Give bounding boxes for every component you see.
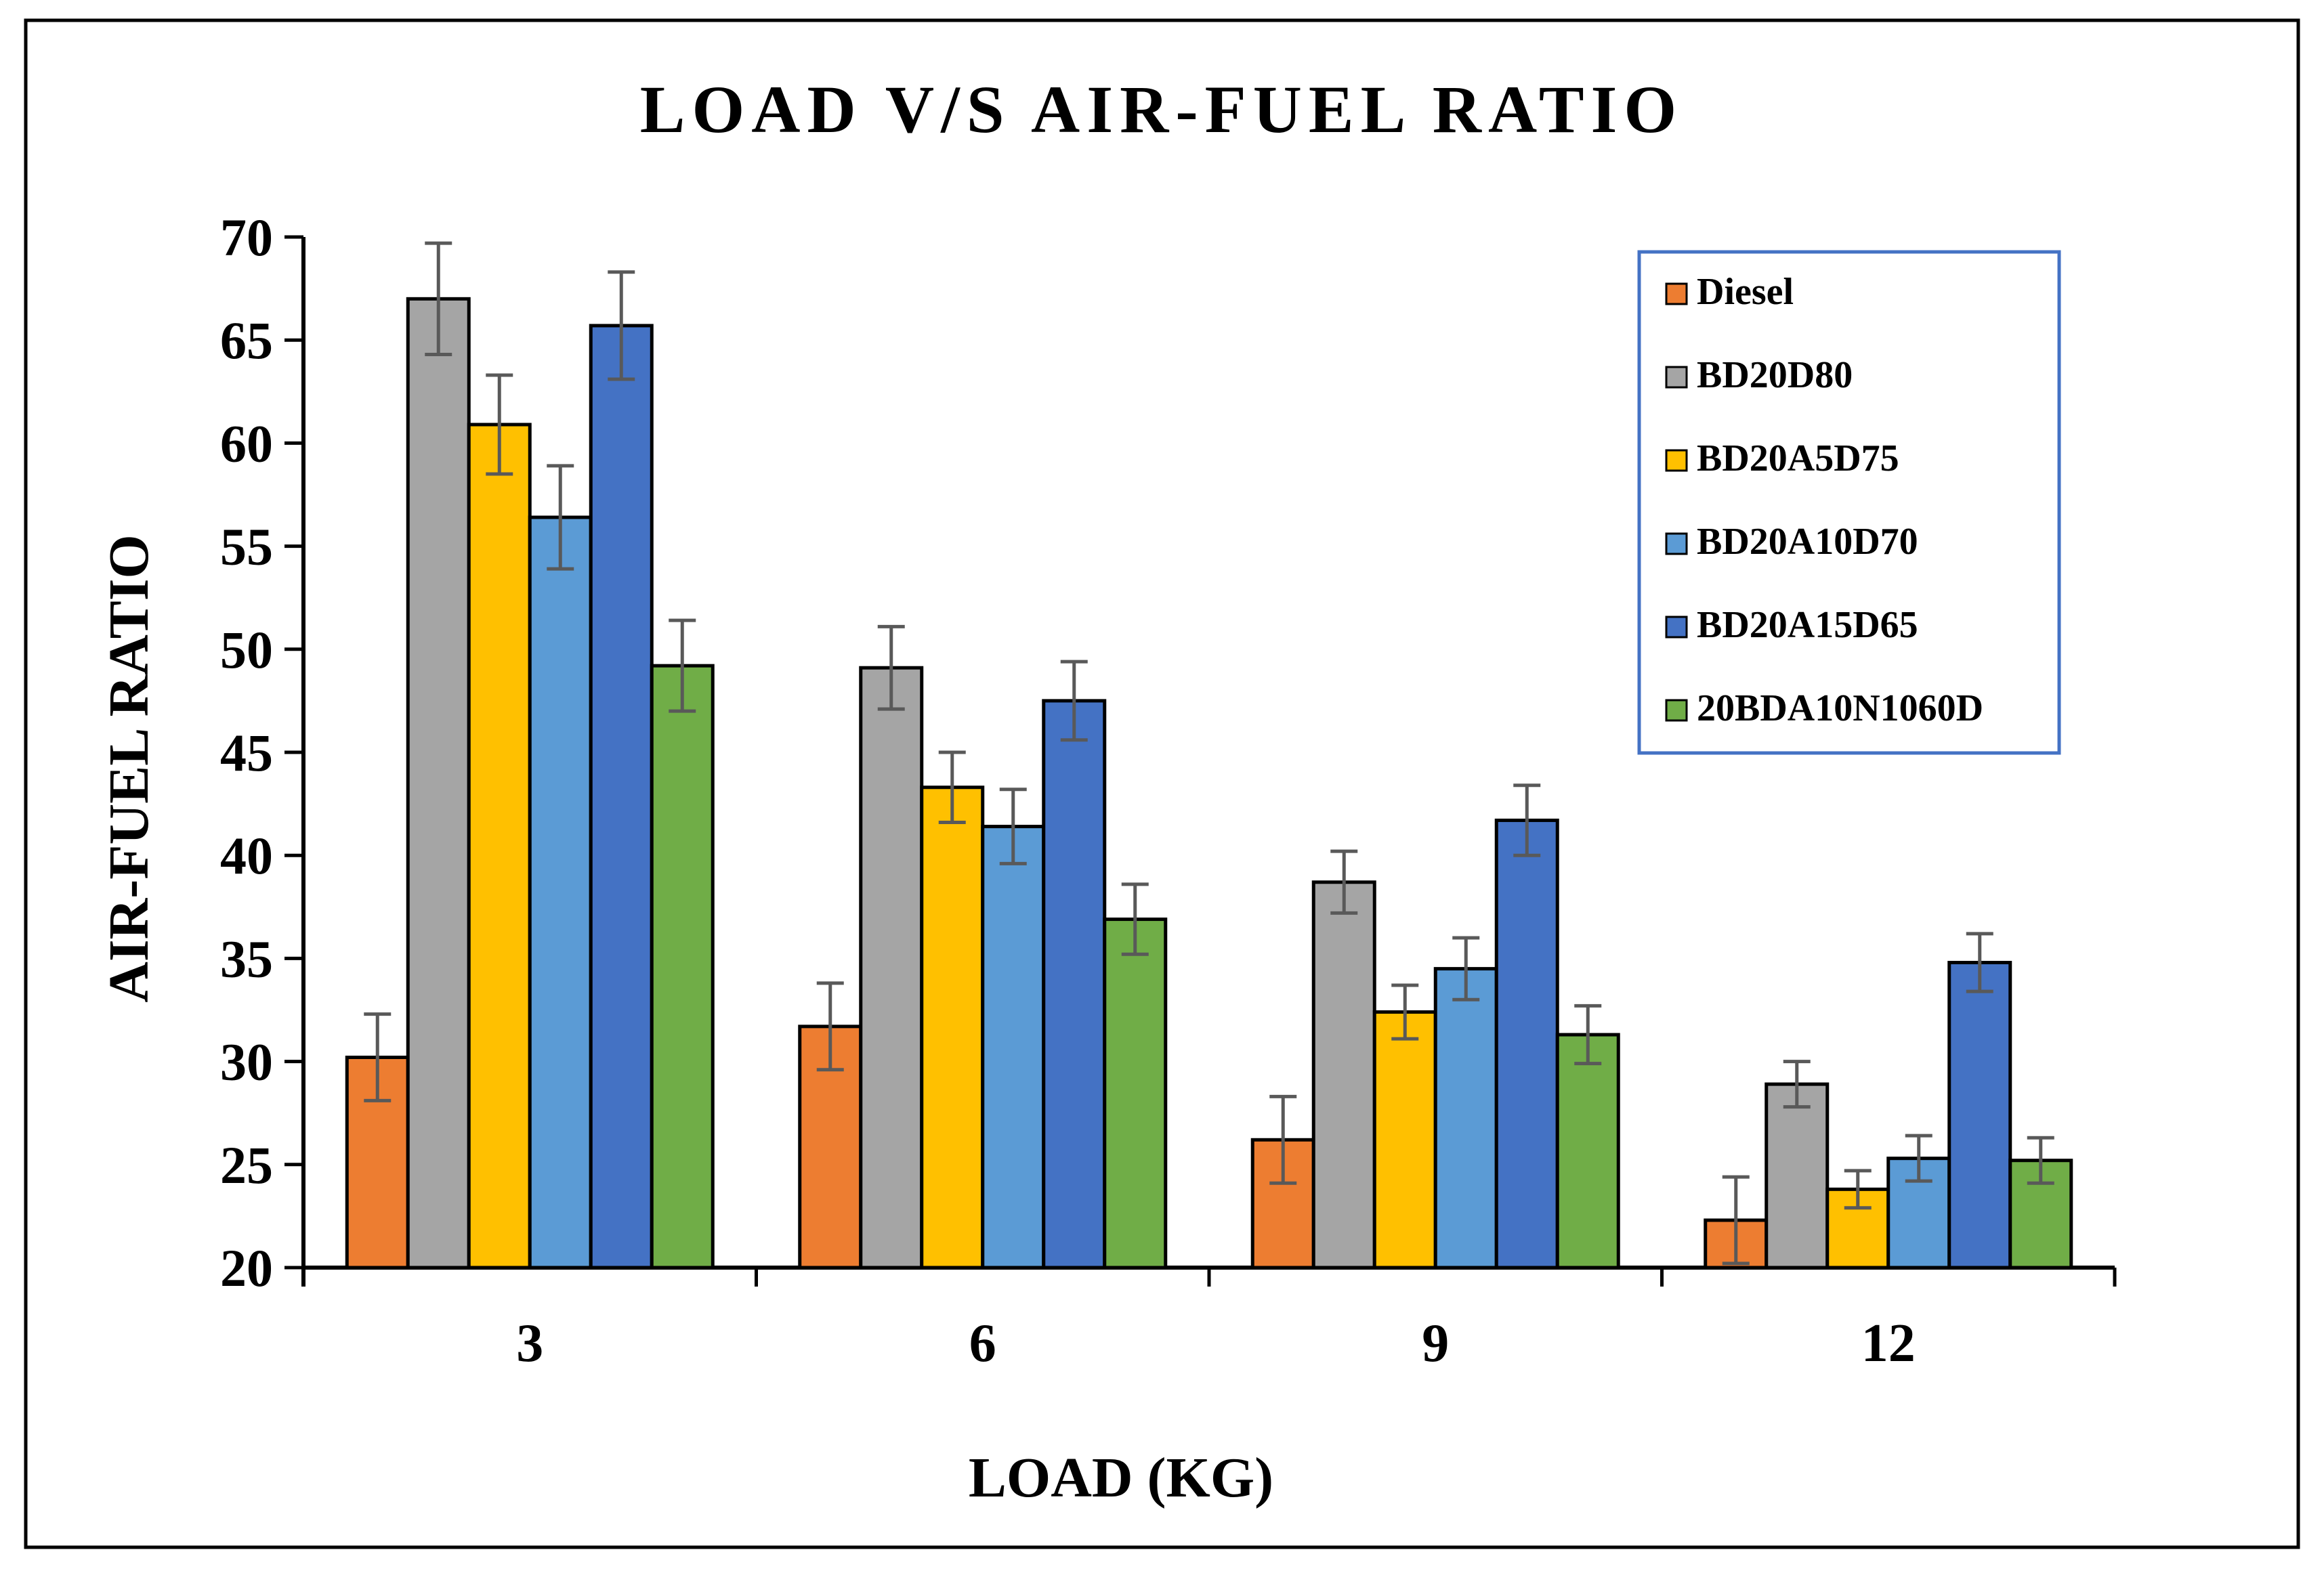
legend-swatch — [1665, 532, 1688, 555]
y-tick-label: 70 — [220, 208, 273, 267]
y-tick-label: 40 — [220, 826, 273, 885]
outer-border — [24, 18, 2300, 1549]
legend-box — [1637, 250, 2061, 755]
bar — [1311, 880, 1376, 1270]
bar — [650, 664, 715, 1270]
legend-label: BD20D80 — [1697, 354, 1853, 396]
chart-title: LOAD V/S AIR-FUEL RATIO — [640, 72, 1683, 147]
bar — [528, 515, 593, 1270]
y-axis-label: AIR-FUEL RATIO — [98, 534, 161, 1003]
y-tick-label: 65 — [220, 311, 273, 370]
bar — [1103, 918, 1168, 1270]
y-tick-label: 60 — [220, 414, 273, 473]
bar — [920, 785, 985, 1270]
legend-swatch — [1665, 449, 1688, 472]
bar — [1947, 960, 2012, 1270]
legend-swatch — [1665, 699, 1688, 722]
y-tick-label: 25 — [220, 1136, 273, 1194]
legend-swatch — [1665, 616, 1688, 639]
legend-label: Diesel — [1697, 271, 1794, 313]
bar — [1555, 1033, 1620, 1270]
bar — [406, 297, 471, 1270]
x-tick-label: 6 — [969, 1314, 996, 1373]
x-tick-label: 3 — [516, 1314, 543, 1373]
bar — [589, 324, 654, 1270]
legend: Diesel BD20D80 BD20A5D75 BD20A10D70 BD20A15D… — [1637, 250, 2061, 755]
legend-swatch — [1665, 282, 1688, 305]
bar — [859, 666, 924, 1270]
y-tick-label: 35 — [220, 929, 273, 988]
legend-label: BD20A10D70 — [1697, 521, 1918, 563]
x-tick-label: 12 — [1861, 1314, 1916, 1373]
y-tick-label: 55 — [220, 517, 273, 576]
bar — [1042, 699, 1107, 1270]
legend-label: BD20A5D75 — [1697, 437, 1899, 479]
y-tick-label: 45 — [220, 723, 273, 782]
legend-label: 20BDA10N1060D — [1697, 687, 1983, 729]
bar — [981, 825, 1046, 1270]
bar — [467, 423, 532, 1270]
y-tick-label: 20 — [220, 1238, 273, 1297]
y-tick-label: 50 — [220, 620, 273, 679]
legend-swatch — [1665, 366, 1688, 389]
legend-label: BD20A15D65 — [1697, 604, 1918, 646]
x-tick-label: 9 — [1422, 1314, 1449, 1373]
bar — [1433, 967, 1498, 1270]
plot-area: 20 25 30 35 40 45 50 55 60 65 70 3 6 9 12 — [220, 208, 2117, 1373]
bar — [1372, 1010, 1437, 1270]
bar — [1765, 1082, 1830, 1270]
y-tick-label: 30 — [220, 1033, 273, 1092]
x-axis-label: LOAD (KG) — [969, 1446, 1273, 1509]
bar — [1494, 818, 1559, 1270]
